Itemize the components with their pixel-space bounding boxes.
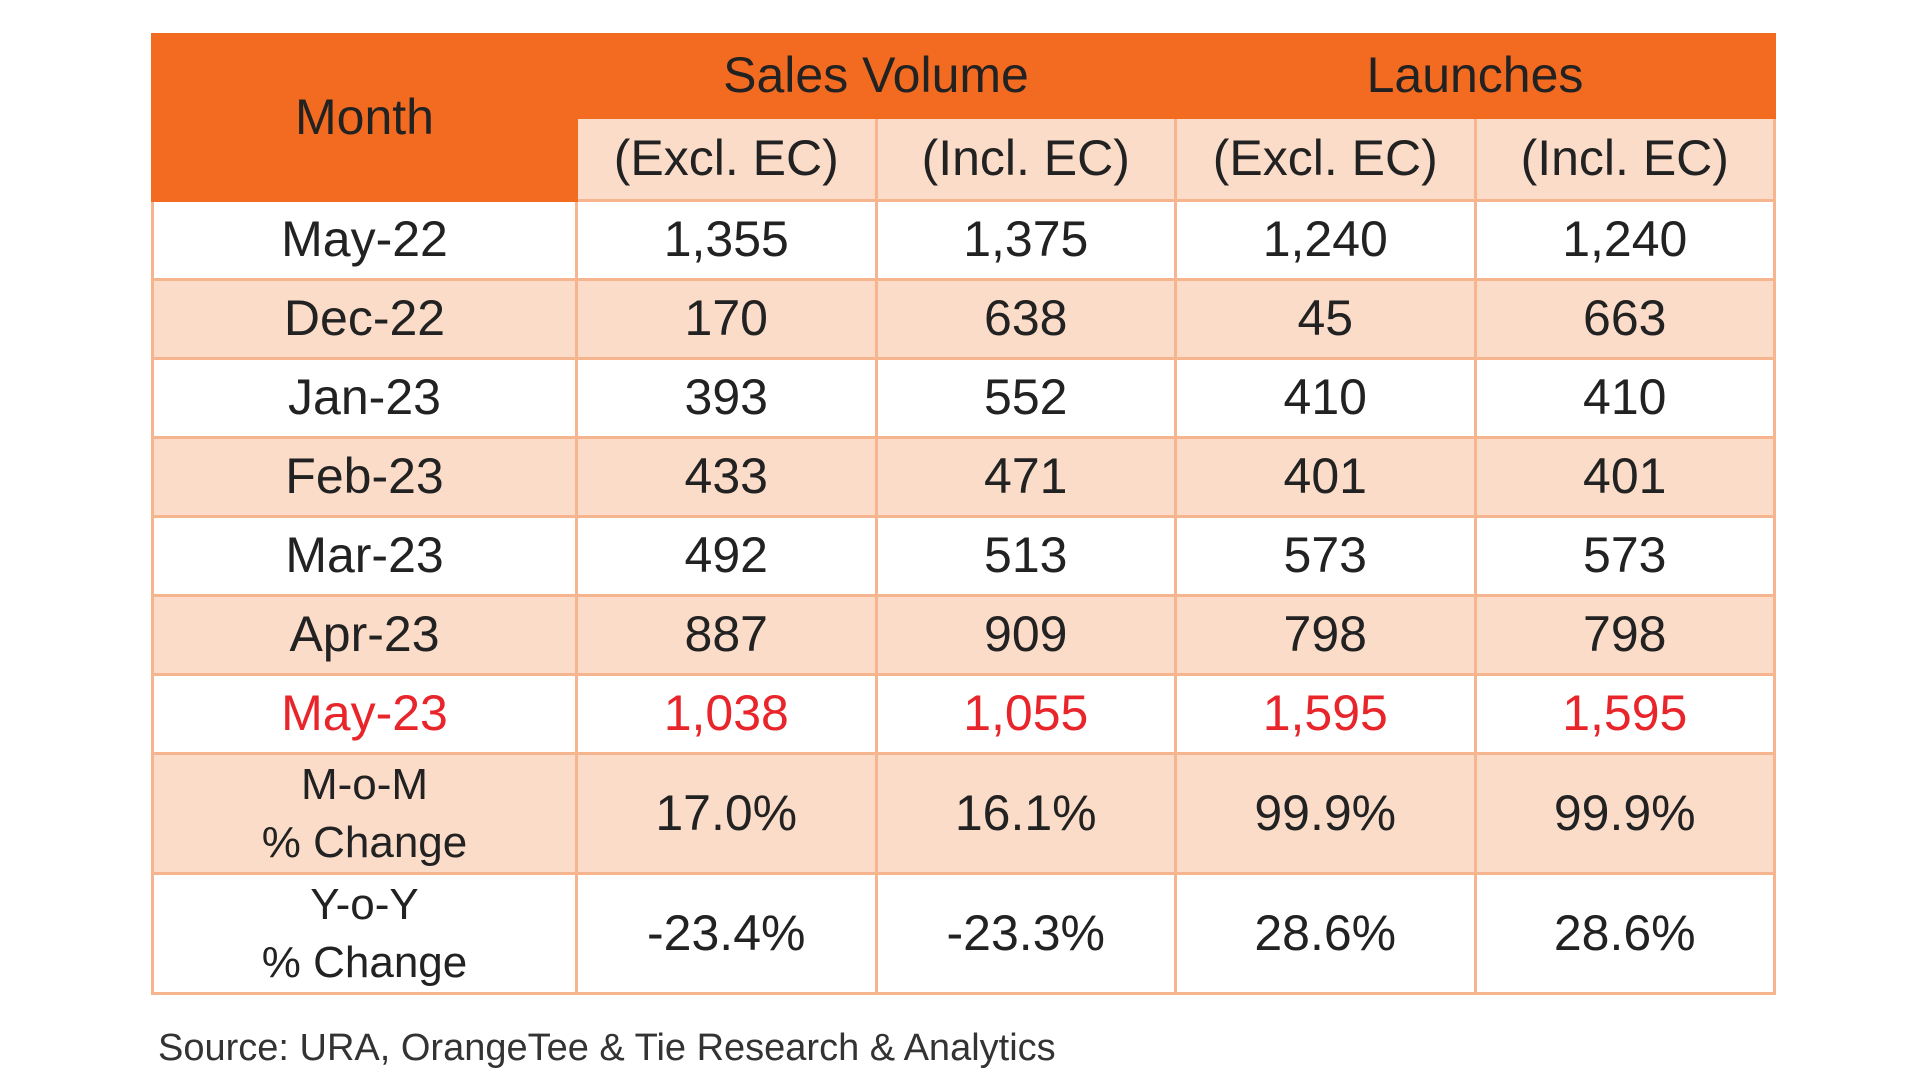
month-cell: Feb-23 xyxy=(151,436,578,518)
value-cell: 410 xyxy=(1473,357,1777,439)
table-row-current-month: May-23 1,038 1,055 1,595 1,595 xyxy=(151,673,1777,755)
value-cell: 798 xyxy=(1174,594,1477,676)
value-cell: 1,240 xyxy=(1174,199,1477,281)
value-cell: 433 xyxy=(575,436,878,518)
value-cell: 99.9% xyxy=(1473,752,1777,875)
value-cell: 1,375 xyxy=(874,199,1177,281)
value-cell: 28.6% xyxy=(1473,872,1777,995)
header-row-subcolumns: (Excl. EC) (Incl. EC) (Excl. EC) (Incl. … xyxy=(153,116,1777,202)
value-cell: 1,595 xyxy=(1174,673,1477,755)
month-cell: May-22 xyxy=(151,199,578,281)
value-cell: 1,240 xyxy=(1473,199,1777,281)
value-cell: 99.9% xyxy=(1174,752,1477,875)
value-cell: 410 xyxy=(1174,357,1477,439)
launches-incl-ec-header: (Incl. EC) xyxy=(1473,116,1777,202)
row-label-line: Y-o-Y xyxy=(310,880,419,930)
value-cell: -23.3% xyxy=(874,872,1177,995)
value-cell: -23.4% xyxy=(575,872,878,995)
table-row-mom-change: M-o-M % Change 17.0% 16.1% 99.9% 99.9% xyxy=(151,752,1777,875)
table-row: Jan-23 393 552 410 410 xyxy=(151,357,1777,439)
value-cell: 492 xyxy=(575,515,878,597)
source-note: Source: URA, OrangeTee & Tie Research & … xyxy=(158,1027,1056,1069)
value-cell: 1,355 xyxy=(575,199,878,281)
table-row: Apr-23 887 909 798 798 xyxy=(151,594,1777,676)
month-cell: Jan-23 xyxy=(151,357,578,439)
value-cell: 638 xyxy=(874,278,1177,360)
value-cell: 45 xyxy=(1174,278,1477,360)
table-row: Dec-22 170 638 45 663 xyxy=(151,278,1777,360)
sales-volume-group-header: Sales Volume xyxy=(575,33,1177,119)
value-cell: 573 xyxy=(1174,515,1477,597)
sales-incl-ec-header: (Incl. EC) xyxy=(874,116,1177,202)
value-cell: 573 xyxy=(1473,515,1777,597)
month-cell: Dec-22 xyxy=(151,278,578,360)
value-cell: 28.6% xyxy=(1174,872,1477,995)
value-cell: 170 xyxy=(575,278,878,360)
value-cell: 1,055 xyxy=(874,673,1177,755)
value-cell: 798 xyxy=(1473,594,1777,676)
table-row: Mar-23 492 513 573 573 xyxy=(151,515,1777,597)
value-cell: 887 xyxy=(575,594,878,676)
value-cell: 513 xyxy=(874,515,1177,597)
sales-launches-table: Month Sales Volume Launches (Excl. EC) (… xyxy=(151,33,1777,995)
table-row: May-22 1,355 1,375 1,240 1,240 xyxy=(151,199,1777,281)
value-cell: 401 xyxy=(1473,436,1777,518)
value-cell: 16.1% xyxy=(874,752,1177,875)
sales-launches-table-container: Month Sales Volume Launches (Excl. EC) (… xyxy=(151,33,1777,995)
launches-group-header: Launches xyxy=(1173,33,1777,119)
value-cell: 1,595 xyxy=(1473,673,1777,755)
header-row-groups: Month Sales Volume Launches xyxy=(151,33,1777,202)
value-cell: 17.0% xyxy=(575,752,878,875)
row-label-line: % Change xyxy=(261,817,468,867)
row-label-line: % Change xyxy=(261,937,468,987)
value-cell: 909 xyxy=(874,594,1177,676)
value-cell: 552 xyxy=(874,357,1177,439)
month-cell: Y-o-Y % Change xyxy=(151,872,578,995)
value-cell: 663 xyxy=(1473,278,1777,360)
month-cell: Apr-23 xyxy=(151,594,578,676)
table-row-yoy-change: Y-o-Y % Change -23.4% -23.3% 28.6% 28.6% xyxy=(151,872,1777,995)
month-cell: Mar-23 xyxy=(151,515,578,597)
sales-excl-ec-header: (Excl. EC) xyxy=(575,116,878,202)
row-label-line: M-o-M xyxy=(300,760,429,810)
month-column-header: Month xyxy=(151,33,578,202)
table-row: Feb-23 433 471 401 401 xyxy=(151,436,1777,518)
value-cell: 1,038 xyxy=(575,673,878,755)
value-cell: 401 xyxy=(1174,436,1477,518)
value-cell: 471 xyxy=(874,436,1177,518)
month-cell: M-o-M % Change xyxy=(151,752,578,875)
value-cell: 393 xyxy=(575,357,878,439)
month-cell: May-23 xyxy=(151,673,578,755)
launches-excl-ec-header: (Excl. EC) xyxy=(1174,116,1477,202)
